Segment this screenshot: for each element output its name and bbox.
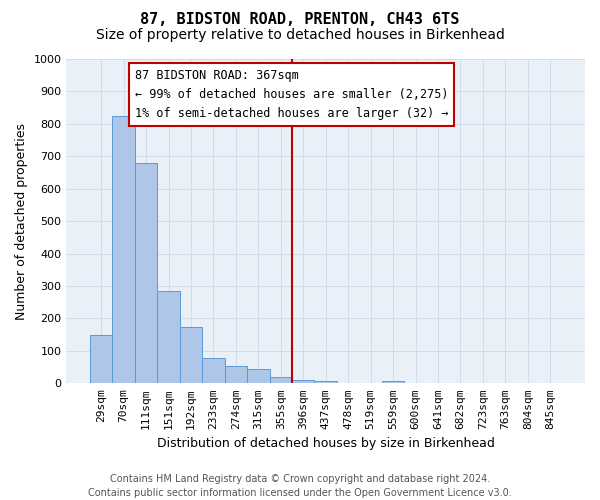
Text: Contains HM Land Registry data © Crown copyright and database right 2024.
Contai: Contains HM Land Registry data © Crown c… — [88, 474, 512, 498]
Bar — [224, 366, 247, 384]
Text: 87 BIDSTON ROAD: 367sqm
← 99% of detached houses are smaller (2,275)
1% of semi-: 87 BIDSTON ROAD: 367sqm ← 99% of detache… — [135, 68, 448, 120]
Bar — [180, 326, 202, 384]
Bar — [292, 380, 314, 384]
Bar — [112, 116, 135, 384]
Text: Size of property relative to detached houses in Birkenhead: Size of property relative to detached ho… — [95, 28, 505, 42]
Bar — [135, 163, 157, 384]
Bar — [269, 377, 292, 384]
Y-axis label: Number of detached properties: Number of detached properties — [15, 122, 28, 320]
Bar — [157, 291, 180, 384]
Bar — [314, 380, 337, 384]
X-axis label: Distribution of detached houses by size in Birkenhead: Distribution of detached houses by size … — [157, 437, 494, 450]
Bar — [382, 380, 404, 384]
Bar — [247, 370, 269, 384]
Text: 87, BIDSTON ROAD, PRENTON, CH43 6TS: 87, BIDSTON ROAD, PRENTON, CH43 6TS — [140, 12, 460, 28]
Bar — [90, 334, 112, 384]
Bar — [202, 358, 224, 384]
